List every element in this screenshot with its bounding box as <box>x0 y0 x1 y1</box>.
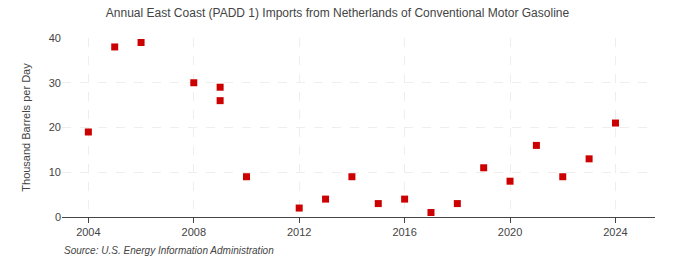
svg-text:2016: 2016 <box>392 226 416 238</box>
svg-text:Source: U.S. Energy Informatio: Source: U.S. Energy Information Administ… <box>64 245 274 256</box>
svg-text:2012: 2012 <box>287 226 311 238</box>
svg-text:10: 10 <box>49 166 61 178</box>
svg-text:2008: 2008 <box>182 226 206 238</box>
svg-text:40: 40 <box>49 32 61 44</box>
svg-text:2024: 2024 <box>603 226 627 238</box>
svg-text:Thousand Barrels per Day: Thousand Barrels per Day <box>20 63 32 192</box>
svg-text:2004: 2004 <box>76 226 100 238</box>
svg-text:Annual East Coast (PADD 1) Imp: Annual East Coast (PADD 1) Imports from … <box>106 6 570 20</box>
svg-text:2020: 2020 <box>498 226 522 238</box>
svg-text:20: 20 <box>49 121 61 133</box>
svg-text:0: 0 <box>55 211 61 223</box>
svg-text:30: 30 <box>49 77 61 89</box>
